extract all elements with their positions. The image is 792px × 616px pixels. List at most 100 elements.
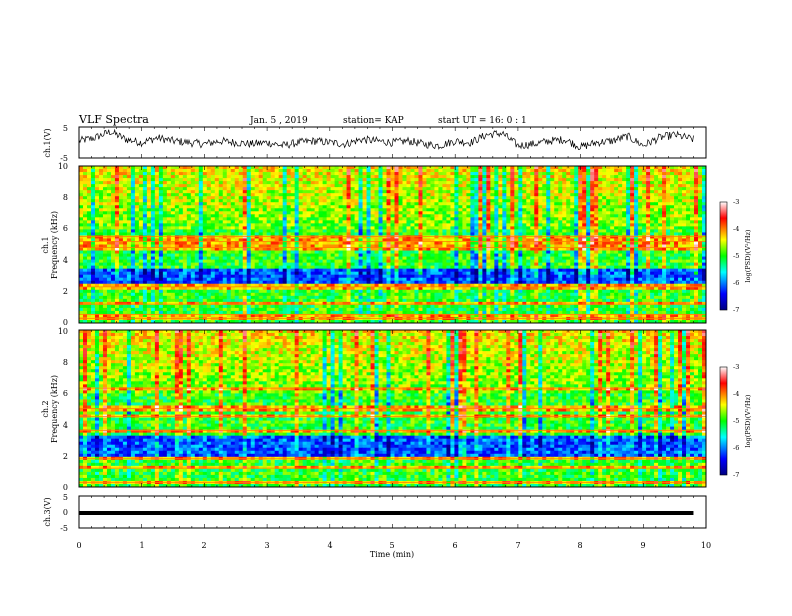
spectrogram-cell <box>478 229 483 233</box>
spectrogram-cell <box>594 250 599 254</box>
spectrogram-cell <box>274 250 280 254</box>
spectrogram-cell <box>330 244 335 248</box>
spectrogram-cell <box>326 172 331 176</box>
spectrogram-cell <box>390 259 395 264</box>
spectrogram-cell <box>570 175 575 179</box>
spectrogram-cell <box>290 223 296 227</box>
spectrogram-cell <box>278 181 284 185</box>
spectrogram-cell <box>622 226 627 230</box>
spectrogram-cell <box>330 190 335 194</box>
spectrogram-cell <box>322 202 327 206</box>
spectrogram-cell <box>662 238 667 242</box>
spectrogram-cell <box>554 184 559 188</box>
spectrogram-cell <box>686 223 691 227</box>
spectrogram-cell <box>554 235 559 239</box>
spectrogram-cell <box>98 181 104 185</box>
spectrogram-cell <box>246 238 252 242</box>
spectrogram-cell <box>190 166 196 170</box>
spectrogram-cell <box>102 253 108 257</box>
spectrogram-cell <box>262 202 268 206</box>
spectrogram-cell <box>398 196 403 200</box>
spectrogram-cell <box>158 205 164 209</box>
spectrogram-cell <box>202 235 208 239</box>
spectrogram-cell <box>282 199 288 203</box>
spectrogram-cell <box>466 169 471 173</box>
spectrogram-cell <box>650 250 655 254</box>
spectrogram-cell <box>646 223 651 227</box>
spectrogram-cell <box>534 211 539 215</box>
spectrogram-cell <box>474 172 479 176</box>
spectrogram-cell <box>522 193 527 197</box>
spectrogram-cell <box>118 187 124 191</box>
spectrogram-cell <box>434 214 439 218</box>
spectrogram-cell <box>450 232 455 236</box>
spectrogram-cell <box>466 199 471 203</box>
spectrogram-cell <box>378 196 383 200</box>
spectrogram-cell <box>310 220 316 224</box>
spectrogram-cell <box>562 196 567 200</box>
spectrogram-cell <box>254 199 260 203</box>
spectrogram-cell <box>570 202 575 206</box>
spectrogram-cell <box>114 238 120 242</box>
spectrogram-cell <box>502 205 507 209</box>
spectrogram-cell <box>550 196 555 200</box>
spectrogram-cell <box>542 253 547 257</box>
spectrogram-cell <box>698 253 703 257</box>
spectrogram-cell <box>382 193 387 197</box>
spectrogram-cell <box>170 181 176 185</box>
spectrogram-cell <box>114 256 120 260</box>
spectrogram-cell <box>214 256 220 260</box>
spectrogram-cell <box>498 190 503 194</box>
spectrogram-cell <box>198 205 204 209</box>
spectrogram-cell <box>150 226 156 230</box>
spectrogram-cell <box>626 166 631 170</box>
spectrogram-cell <box>114 244 120 248</box>
spectrogram-cell <box>170 169 176 173</box>
spectrogram-cell <box>606 202 611 206</box>
spectrogram-cell <box>466 166 471 170</box>
spectrogram-cell <box>474 253 479 257</box>
spectrogram-cell <box>662 241 667 245</box>
spectrogram-cell <box>642 199 647 203</box>
spectrogram-cell <box>330 181 335 185</box>
spectrogram-cell <box>270 256 276 260</box>
spectrogram-cell <box>122 196 128 200</box>
spectrogram-cell <box>334 229 339 233</box>
spectrogram-cell <box>562 166 567 170</box>
spectrogram-cell <box>94 238 100 242</box>
spectrogram-cell <box>694 193 699 197</box>
spectrogram-cell <box>654 205 659 209</box>
spectrogram-cell <box>502 250 507 254</box>
spectrogram-cell <box>374 181 379 185</box>
spectrogram-cell <box>166 241 172 245</box>
spectrogram-cell <box>174 190 180 194</box>
spectrogram-cell <box>494 175 499 179</box>
spectrogram-cell <box>242 169 248 173</box>
spectrogram-cell <box>166 244 172 248</box>
spectrogram-cell <box>142 250 148 254</box>
spectrogram-cell <box>654 184 659 188</box>
spectrogram-cell <box>650 217 655 221</box>
spectrogram-cell <box>126 229 132 233</box>
spectrogram-cell <box>342 256 347 260</box>
spectrogram-cell <box>390 217 395 221</box>
spectrogram-cell <box>434 193 439 197</box>
spectrogram-cell <box>114 211 120 215</box>
spectrogram-cell <box>86 199 92 203</box>
spectrogram-cell <box>654 202 659 206</box>
spectrogram-cell <box>498 184 503 188</box>
spectrogram-cell <box>318 181 324 185</box>
spectrogram-cell <box>362 208 367 212</box>
spectrogram-cell <box>286 226 292 230</box>
spectrogram-cell <box>374 202 379 206</box>
spectrogram-cell <box>418 178 423 182</box>
spectrogram-cell <box>410 238 415 242</box>
spectrogram-cell <box>418 256 423 260</box>
spectrogram-cell <box>374 259 379 264</box>
spectrogram-cell <box>626 184 631 188</box>
spectrogram-cell <box>562 193 567 197</box>
spectrogram-cell <box>398 178 403 182</box>
spectrogram-cell <box>386 208 391 212</box>
spectrogram-cell <box>586 187 591 191</box>
spectrogram-cell <box>306 238 312 242</box>
